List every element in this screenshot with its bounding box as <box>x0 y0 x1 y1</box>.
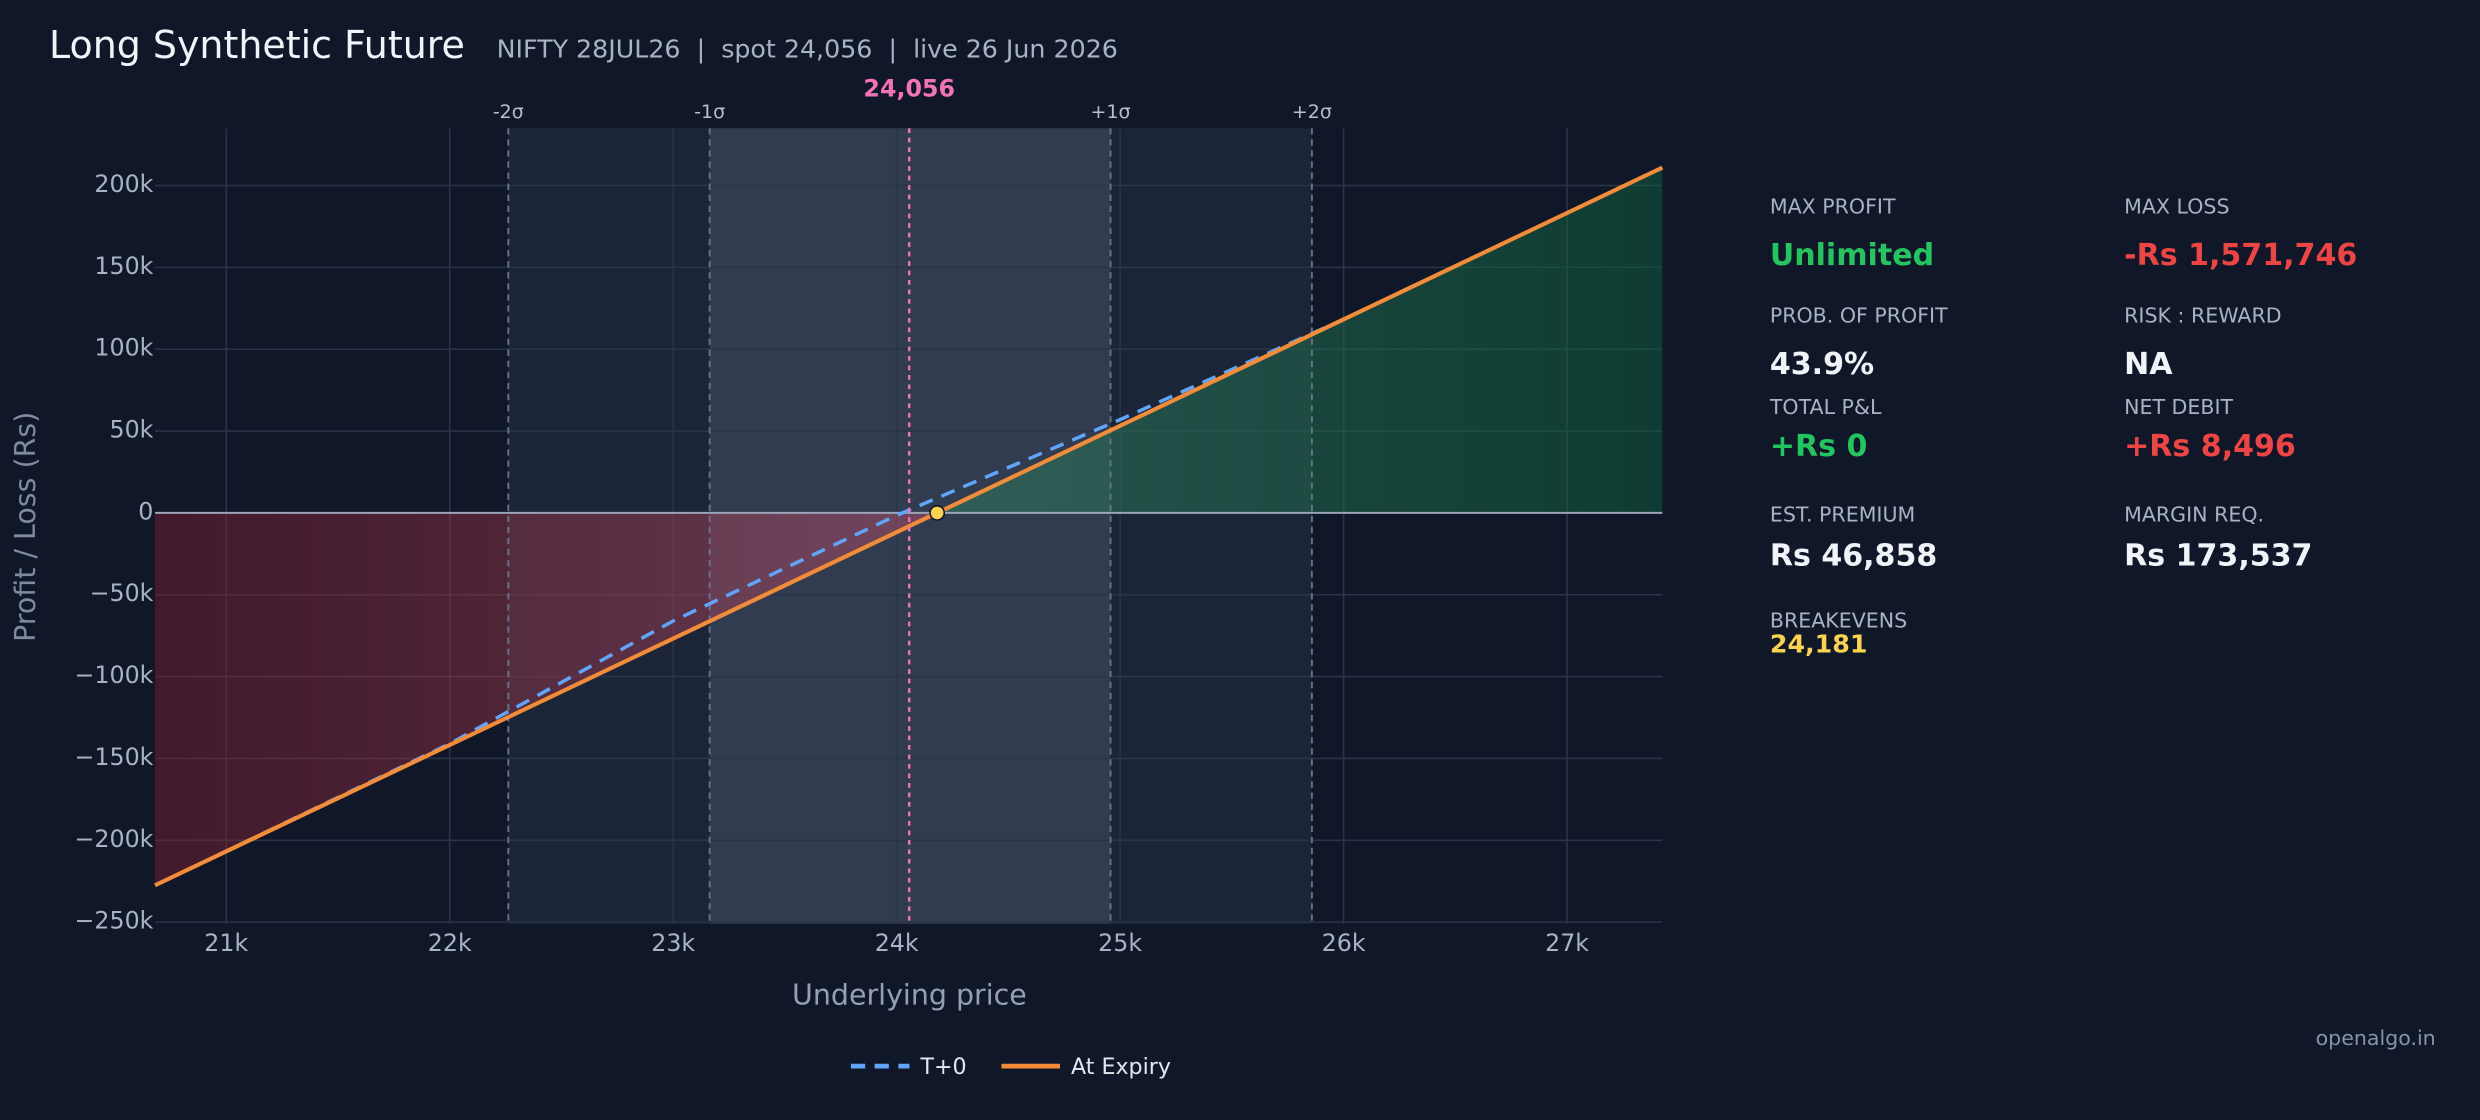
y-tick-label: −200k <box>75 825 154 853</box>
y-tick-label: 50k <box>109 416 153 444</box>
x-tick-label: 24k <box>875 929 919 957</box>
y-axis-label: Profit / Loss (Rs) <box>9 412 42 642</box>
y-tick-label: −100k <box>75 661 154 689</box>
metric-label: MAX LOSS <box>2124 194 2229 218</box>
x-tick-label: 23k <box>651 929 695 957</box>
metric-value: Rs 173,537 <box>2124 538 2312 573</box>
x-axis-label: Underlying price <box>792 979 1027 1012</box>
metric-value: NA <box>2124 347 2173 382</box>
metric-label: NET DEBIT <box>2124 395 2233 419</box>
metric-label: PROB. OF PROFIT <box>1770 303 1948 327</box>
metric-value: -Rs 1,571,746 <box>2124 238 2357 273</box>
sigma-label: -2σ <box>493 101 524 123</box>
sigma-label: +1σ <box>1091 101 1131 123</box>
plot-area: 21k 22k 23k 24k 25k 26k 27k −250k −200k −150k −100… <box>75 75 1664 1080</box>
chart-title: Long Synthetic Future <box>49 23 465 67</box>
x-tick-label: 25k <box>1098 929 1142 957</box>
legend-label: At Expiry <box>1071 1054 1171 1080</box>
y-tick-label: −250k <box>75 907 154 935</box>
profit-area <box>937 167 1663 513</box>
y-tick-label: −150k <box>75 743 154 771</box>
legend-label: T+0 <box>920 1054 967 1080</box>
metric-label: MAX PROFIT <box>1770 194 1896 218</box>
metric-value: +Rs 0 <box>1770 429 1868 464</box>
metric-label: EST. PREMIUM <box>1770 503 1915 527</box>
metrics-panel: MAX PROFIT Unlimited MAX LOSS -Rs 1,571,746… <box>1769 194 2357 658</box>
y-tick-label: 150k <box>94 252 153 280</box>
footer: openalgo.in <box>2316 1026 2436 1050</box>
breakevens-label: BREAKEVENS <box>1770 609 1907 633</box>
breakevens-value: 24,181 <box>1770 629 1868 658</box>
metric-value: Unlimited <box>1770 238 1934 273</box>
spot-label: 24,056 <box>863 75 955 103</box>
metric-value: 43.9% <box>1770 347 1874 382</box>
metric-label: TOTAL P&L <box>1769 395 1882 419</box>
y-tick-label: 0 <box>138 497 153 525</box>
metric-label: MARGIN REQ. <box>2124 503 2264 527</box>
metric-label: RISK : REWARD <box>2124 303 2281 327</box>
chart-subtitle: NIFTY 28JUL26 | spot 24,056 | live 26 Ju… <box>497 35 1118 64</box>
metric-value: +Rs 8,496 <box>2124 429 2296 464</box>
y-tick-label: 200k <box>94 170 153 198</box>
y-tick-label: −50k <box>90 579 154 607</box>
x-tick-label: 21k <box>204 929 248 957</box>
metric-value: Rs 46,858 <box>1770 538 1937 573</box>
y-tick-label: 100k <box>94 334 153 362</box>
breakeven-marker <box>929 504 946 521</box>
sigma-label: -1σ <box>694 101 725 123</box>
sigma-label: +2σ <box>1292 101 1332 123</box>
x-tick-label: 22k <box>428 929 472 957</box>
x-tick-label: 27k <box>1545 929 1589 957</box>
x-tick-label: 26k <box>1322 929 1366 957</box>
